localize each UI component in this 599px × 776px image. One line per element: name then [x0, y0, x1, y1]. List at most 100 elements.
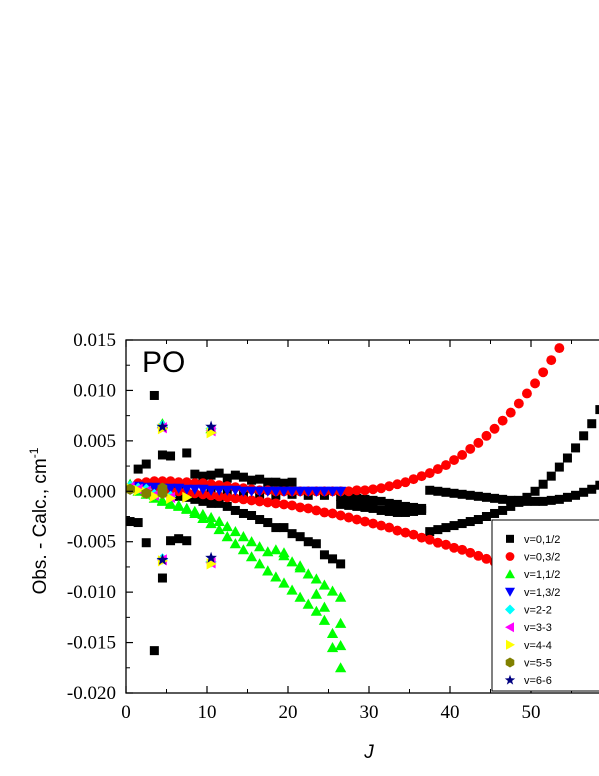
legend-marker [506, 534, 514, 543]
data-point [425, 485, 435, 495]
data-point [441, 460, 451, 471]
data-point [205, 420, 217, 432]
data-point [595, 480, 599, 490]
data-point [164, 497, 177, 508]
data-point [166, 536, 176, 546]
data-point [221, 531, 233, 542]
data-point [238, 508, 248, 518]
data-point [197, 484, 209, 495]
legend-label: v=1,3/2 [524, 587, 560, 599]
data-point [213, 485, 225, 496]
data-point [166, 492, 177, 504]
data-point [245, 551, 258, 562]
data-point [229, 485, 241, 496]
data-point [262, 486, 274, 497]
data-point [182, 536, 192, 546]
data-point [271, 523, 281, 533]
data-point [368, 484, 378, 495]
data-point [318, 579, 331, 590]
data-point [214, 498, 224, 508]
series-v-6-6 [156, 420, 217, 565]
data-point [457, 450, 468, 460]
data-point [310, 588, 322, 599]
y-tick-label: -0.015 [67, 633, 116, 654]
data-point [546, 355, 557, 366]
data-point [237, 486, 250, 497]
data-point [417, 505, 427, 515]
data-point [343, 512, 354, 523]
data-point [335, 617, 347, 628]
data-point [546, 495, 556, 505]
y-tick-label: -0.020 [67, 683, 116, 704]
series-layer [126, 343, 599, 673]
data-point [237, 544, 250, 555]
data-point [254, 486, 266, 497]
data-point [376, 496, 386, 506]
data-point [579, 431, 589, 441]
data-point [449, 521, 459, 531]
legend-marker [506, 639, 515, 650]
x-axis-title: J [363, 742, 374, 763]
data-point [318, 614, 331, 625]
data-point [400, 527, 411, 538]
data-point [174, 491, 184, 501]
data-point [408, 474, 419, 485]
data-point [425, 527, 435, 537]
data-point [441, 487, 451, 497]
legend: v=0,1/2 v=0,3/2 v=1,1/2 v=1,3/2 v=2-2 v=3-3 v=… [491, 519, 599, 692]
data-point [400, 501, 410, 511]
data-point [481, 553, 492, 564]
data-point [384, 481, 395, 492]
data-point [310, 573, 322, 584]
data-point [336, 559, 346, 569]
data-point [255, 474, 265, 484]
data-point [270, 486, 282, 497]
data-point [376, 520, 387, 531]
axes-layer: 0102030405060.0150.0100.0050.000-0.005-0… [67, 330, 599, 723]
data-point [262, 497, 273, 508]
data-point [530, 496, 540, 506]
data-point [473, 515, 483, 525]
data-point [432, 464, 443, 475]
data-point [126, 483, 135, 495]
data-point [230, 470, 240, 480]
data-point [149, 646, 159, 656]
data-point [157, 476, 168, 487]
data-point [166, 451, 176, 461]
data-point [157, 487, 168, 499]
data-point [400, 477, 411, 488]
data-point [319, 507, 330, 518]
data-point [513, 398, 524, 409]
x-tick-label: 20 [279, 702, 298, 723]
data-point [205, 517, 217, 529]
legend-label: v=5-5 [524, 658, 552, 670]
data-point [286, 556, 298, 567]
data-point [449, 488, 459, 498]
data-point [205, 485, 217, 496]
data-point [481, 512, 491, 521]
data-point [221, 485, 233, 496]
data-point [335, 591, 347, 602]
data-point [457, 489, 467, 499]
data-point [270, 544, 282, 555]
data-point [238, 472, 248, 482]
data-point [278, 486, 290, 497]
x-tick-label: 40 [441, 702, 460, 723]
data-point [174, 534, 184, 544]
data-point [392, 525, 403, 536]
data-point [376, 505, 386, 515]
data-point [279, 478, 289, 488]
y-tick-label: 0.010 [73, 380, 116, 401]
data-point [156, 420, 169, 432]
data-point [173, 499, 185, 510]
data-point [392, 507, 402, 517]
data-point [164, 483, 177, 494]
data-point [368, 495, 378, 505]
data-point [133, 484, 144, 496]
data-point [181, 477, 192, 488]
data-point [562, 453, 572, 463]
data-point [328, 554, 338, 564]
data-point [295, 502, 306, 513]
data-point [270, 571, 282, 582]
data-point [506, 495, 516, 505]
